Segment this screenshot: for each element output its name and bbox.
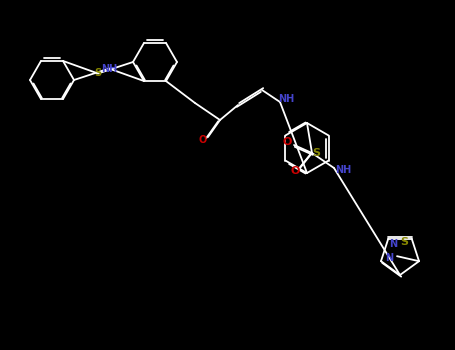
Text: O: O bbox=[199, 135, 207, 145]
Text: NH: NH bbox=[335, 165, 351, 175]
Text: S: S bbox=[400, 237, 408, 247]
Text: S: S bbox=[312, 148, 320, 158]
Text: N: N bbox=[385, 253, 393, 263]
Text: S: S bbox=[95, 69, 101, 78]
Text: NH: NH bbox=[278, 94, 294, 104]
Text: NH: NH bbox=[101, 64, 117, 74]
Text: O: O bbox=[290, 166, 300, 176]
Text: O: O bbox=[282, 137, 292, 147]
Text: N: N bbox=[389, 239, 397, 249]
